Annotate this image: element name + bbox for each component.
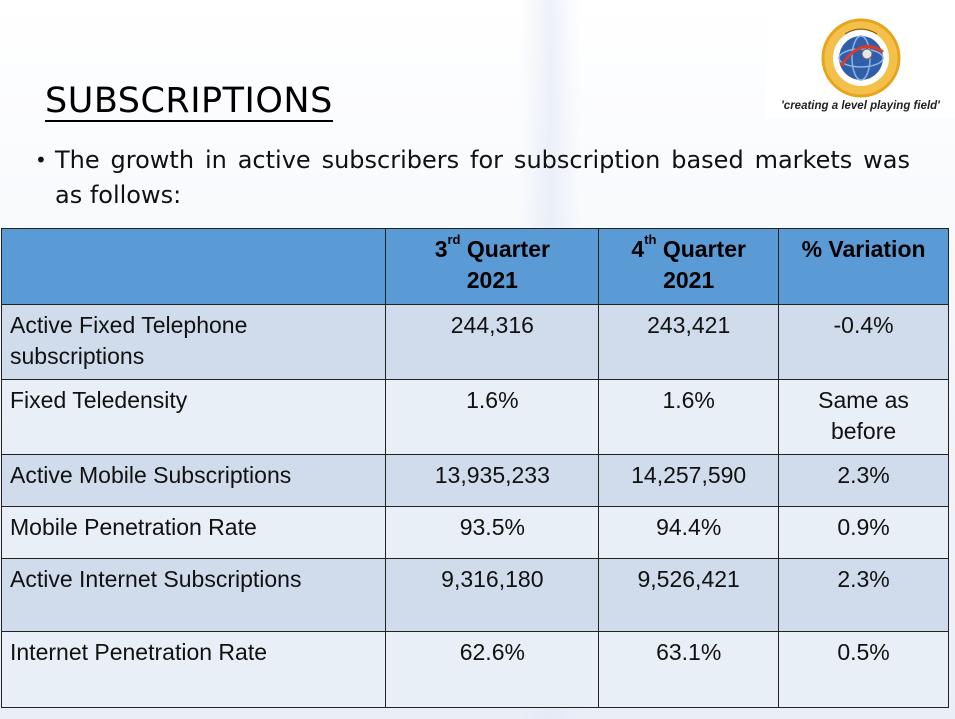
bullet-icon: • xyxy=(35,148,47,172)
table-row: Active Mobile Subscriptions 13,935,233 1… xyxy=(0,454,949,507)
q3-value: 13,935,233 xyxy=(385,454,600,507)
table-row: Internet Penetration Rate 62.6% 63.1% 0.… xyxy=(0,631,949,708)
potraz-logo: 'creating a level playing field' xyxy=(766,12,955,118)
q4-value: 9,526,421 xyxy=(598,558,780,632)
variation-value: 2.3% xyxy=(778,454,949,507)
header-variation: % Variation xyxy=(778,228,949,305)
subscriptions-table: 3rd Quarter 2021 4th Quarter 2021 % Variat… xyxy=(0,228,949,708)
potraz-emblem-icon xyxy=(821,18,901,98)
table-row: Fixed Teledensity 1.6% 1.6% Same as befo… xyxy=(0,379,949,455)
variation-value: -0.4% xyxy=(778,304,949,380)
header-empty-cell xyxy=(0,228,387,305)
q3-value: 9,316,180 xyxy=(385,558,600,632)
logo-tagline: 'creating a level playing field' xyxy=(781,100,940,112)
variation-value: 0.9% xyxy=(778,506,949,559)
table-header-row: 3rd Quarter 2021 4th Quarter 2021 % Variat… xyxy=(0,228,949,305)
q3-value: 93.5% xyxy=(385,506,600,559)
variation-value: Same as before xyxy=(778,379,949,455)
bullet-text: The growth in active subscribers for sub… xyxy=(55,146,910,209)
row-label: Active Mobile Subscriptions xyxy=(0,454,387,507)
q4-value: 14,257,590 xyxy=(598,454,780,507)
table-row: Active Fixed Telephone subscriptions 244… xyxy=(0,304,949,380)
header-q4-2021: 4th Quarter 2021 xyxy=(598,228,780,305)
row-label: Internet Penetration Rate xyxy=(0,631,387,708)
q3-value: 1.6% xyxy=(385,379,600,455)
header-q3-2021: 3rd Quarter 2021 xyxy=(385,228,600,305)
row-label: Mobile Penetration Rate xyxy=(0,506,387,559)
variation-value: 2.3% xyxy=(778,558,949,632)
bullet-point: • The growth in active subscribers for s… xyxy=(35,143,910,213)
q4-value: 243,421 xyxy=(598,304,780,380)
q4-value: 1.6% xyxy=(598,379,780,455)
table-row: Active Internet Subscriptions 9,316,180 … xyxy=(0,558,949,632)
row-label: Fixed Teledensity xyxy=(0,379,387,455)
q4-value: 63.1% xyxy=(598,631,780,708)
row-label: Active Fixed Telephone subscriptions xyxy=(0,304,387,380)
row-label: Active Internet Subscriptions xyxy=(0,558,387,632)
q4-value: 94.4% xyxy=(598,506,780,559)
table-row: Mobile Penetration Rate 93.5% 94.4% 0.9% xyxy=(0,506,949,559)
slide-title: SUBSCRIPTIONS xyxy=(45,81,333,122)
variation-value: 0.5% xyxy=(778,631,949,708)
q3-value: 62.6% xyxy=(385,631,600,708)
q3-value: 244,316 xyxy=(385,304,600,380)
